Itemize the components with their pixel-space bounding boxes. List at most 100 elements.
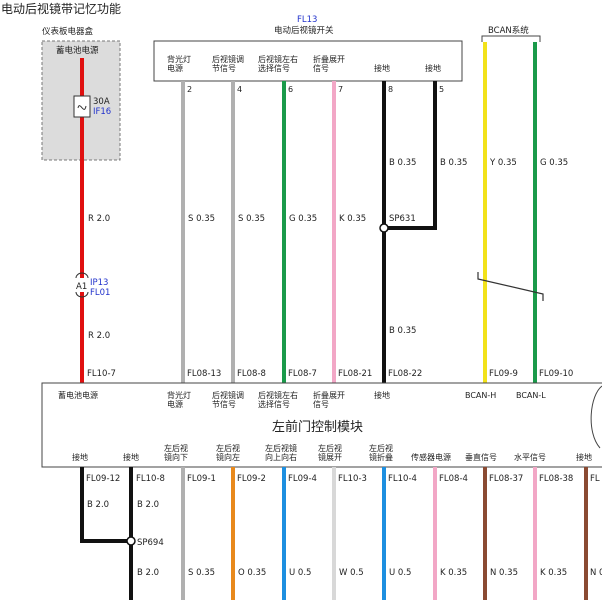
pin-id: FL08-37 bbox=[489, 474, 523, 484]
wire-code: B 0.35 bbox=[389, 158, 416, 168]
wire-code: R 2.0 bbox=[88, 214, 110, 224]
connector-arc-top bbox=[75, 272, 89, 279]
switch-box bbox=[153, 40, 463, 82]
connector-pin: A1 bbox=[76, 282, 87, 292]
pin-id: FL10-4 bbox=[388, 474, 417, 484]
switch-pin-label: 电源 bbox=[167, 63, 183, 73]
switch-pin-number: 8 bbox=[388, 85, 393, 94]
module-pin-label: 电源 bbox=[167, 399, 183, 409]
module-pin-label: 左后视镜 bbox=[265, 443, 297, 453]
switch-pin-label: 接地 bbox=[374, 63, 390, 73]
wire-code: N 0 bbox=[590, 568, 602, 578]
module-pin-label: 镜向下 bbox=[164, 452, 188, 462]
switch-id: FL13 bbox=[297, 15, 317, 25]
switch-pin-label: 接地 bbox=[425, 63, 441, 73]
module-pin-label: 镜展开 bbox=[318, 452, 342, 462]
module-bottom-labels: 接地 接地 左后视 镜向下 左后视 镜向左 左后视镜 向上向右 左后视 镜展开 … bbox=[72, 443, 592, 462]
module-pin-label: 左后视 bbox=[164, 443, 188, 453]
module-pin-label: 左后视 bbox=[318, 443, 342, 453]
switch-pin-label: 选择信号 bbox=[258, 63, 290, 73]
pin-id: FL09-4 bbox=[288, 474, 317, 484]
wire-code: K 0.35 bbox=[440, 568, 467, 578]
module-pin-label: BCAN-H bbox=[465, 391, 496, 400]
wire-code: S 0.35 bbox=[188, 214, 215, 224]
switch-name: 电动后视镜开关 bbox=[274, 25, 334, 36]
pin-id: FL08-22 bbox=[388, 369, 422, 379]
wire-code: S 0.35 bbox=[238, 214, 265, 224]
module-pin-label: 传感器电源 bbox=[411, 452, 451, 462]
diagram-title: 电动后视镜带记忆功能 bbox=[1, 1, 121, 16]
wire-code: B 2.0 bbox=[87, 500, 109, 510]
pin-id: FL08-8 bbox=[237, 369, 266, 379]
switch-pin-number: 4 bbox=[237, 85, 242, 94]
pin-id: FL09-10 bbox=[539, 369, 573, 379]
module-pin-label: 垂直信号 bbox=[465, 452, 497, 462]
splice-label: SP631 bbox=[389, 214, 416, 224]
module-bottom-pin-ids: FL09-12 FL10-8 FL09-1 FL09-2 FL09-4 FL10… bbox=[86, 474, 600, 484]
switch-pin-label: 信号 bbox=[313, 63, 329, 73]
module-box-edge bbox=[590, 385, 602, 449]
pin-id: FL bbox=[590, 474, 600, 484]
bottom-wire-codes: B 2.0 B 2.0 SP694 B 2.0 S 0.35 O 0.35 U … bbox=[87, 500, 602, 578]
fuse-id: IF16 bbox=[93, 107, 111, 117]
module-top-labels: 蓄电池电源 背光灯 电源 后视镜调 节信号 后视镜左右 选择信号 折叠展开 信号… bbox=[58, 390, 546, 409]
switch-pin-number: 2 bbox=[187, 85, 192, 94]
bcan-label: BCAN系统 bbox=[488, 25, 529, 36]
pin-id: FL08-7 bbox=[288, 369, 317, 379]
module-pin-label: 折叠展开 bbox=[313, 390, 345, 400]
wire-code: G 0.35 bbox=[289, 214, 317, 224]
switch-pin-number: 7 bbox=[338, 85, 343, 94]
pin-id: FL10-7 bbox=[87, 369, 116, 379]
pin-id: FL09-12 bbox=[86, 474, 120, 484]
wire-code: O 0.35 bbox=[238, 568, 266, 578]
module-box bbox=[41, 382, 602, 468]
twisted-pair-icon bbox=[477, 272, 544, 301]
pin-id: FL08-21 bbox=[338, 369, 372, 379]
module-pin-label: 镜向左 bbox=[216, 452, 240, 462]
module-pin-label: 信号 bbox=[313, 399, 329, 409]
switch-pin-number: 5 bbox=[439, 85, 444, 94]
pin-id: FL09-9 bbox=[489, 369, 518, 379]
fuse-element-icon bbox=[77, 105, 87, 110]
module-pin-label: 向上向右 bbox=[265, 452, 297, 462]
switch-pin-label: 后视镜调 bbox=[212, 54, 244, 64]
pin-id: FL08-38 bbox=[539, 474, 573, 484]
module-pin-label: 接地 bbox=[576, 452, 592, 462]
module-pin-label: BCAN-L bbox=[516, 391, 546, 400]
module-pin-label: 背光灯 bbox=[167, 390, 191, 400]
switch-pin-label: 节信号 bbox=[212, 63, 236, 73]
wire-code: B 2.0 bbox=[137, 568, 159, 578]
pin-id: FL09-2 bbox=[237, 474, 266, 484]
fuse-symbol bbox=[73, 95, 91, 118]
fuse-box-pin-label: 蓄电池电源 bbox=[56, 45, 99, 56]
module-pin-label: 左后视 bbox=[216, 443, 240, 453]
wire-code: N 0.35 bbox=[490, 568, 518, 578]
wire-code: B 2.0 bbox=[137, 500, 159, 510]
module-pin-label: 节信号 bbox=[212, 399, 236, 409]
wire-code: Y 0.35 bbox=[489, 158, 517, 168]
wire-code: R 2.0 bbox=[88, 331, 110, 341]
switch-pin-number: 6 bbox=[288, 85, 293, 94]
wire-code: K 0.35 bbox=[339, 214, 366, 224]
wire-code: W 0.5 bbox=[339, 568, 364, 578]
wire-code: U 0.5 bbox=[289, 568, 311, 578]
module-pin-label: 蓄电池电源 bbox=[58, 390, 98, 400]
bcan-bracket bbox=[481, 35, 541, 42]
module-top-pin-ids: FL10-7 FL08-13 FL08-8 FL08-7 FL08-21 FL0… bbox=[87, 369, 573, 379]
pin-id: FL10-8 bbox=[136, 474, 165, 484]
switch-pin-labels: 背光灯 电源 后视镜调 节信号 后视镜左右 选择信号 折叠展开 信号 接地 接地 bbox=[167, 54, 441, 73]
switch-pin-label: 折叠展开 bbox=[313, 54, 345, 64]
switch-pin-numbers: 2 4 6 7 8 5 bbox=[187, 85, 444, 94]
pin-id: FL10-3 bbox=[338, 474, 367, 484]
splice-sp631 bbox=[379, 223, 389, 233]
module-pin-label: 后视镜左右 bbox=[258, 390, 298, 400]
connector-label-ip13: IP13 bbox=[90, 278, 108, 288]
connector-arc-bottom bbox=[75, 291, 89, 298]
module-pin-label: 左后视 bbox=[369, 443, 393, 453]
wire-ground-5 bbox=[384, 81, 437, 230]
fuse-rating: 30A bbox=[93, 97, 110, 107]
module-pin-label: 水平信号 bbox=[514, 452, 546, 462]
module-pin-label: 后视镜调 bbox=[212, 390, 244, 400]
wire-code: G 0.35 bbox=[540, 158, 568, 168]
fuse-box-label: 仪表板电器盒 bbox=[42, 26, 94, 37]
